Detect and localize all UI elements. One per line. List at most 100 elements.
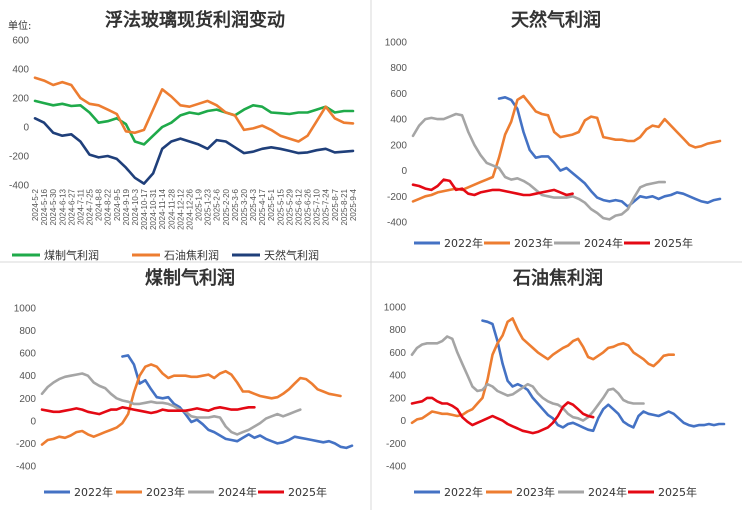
panel1-ytick-1: 400 xyxy=(12,65,29,76)
panel4-ytick-4: 200 xyxy=(389,393,406,404)
panel2-legend-2025: 2025年 xyxy=(654,236,693,250)
panel1-ytick-5: -400 xyxy=(9,181,29,192)
panel3-legend-2025: 2025年 xyxy=(288,485,327,499)
panel1-ytick-4: -200 xyxy=(9,152,29,163)
panel1-xtick-15: 2024-11-28 xyxy=(167,188,176,229)
panel1-xtick-10: 2024-9-19 xyxy=(122,188,131,225)
panel1-title: 浮法玻璃现货利润变动 xyxy=(105,9,285,31)
panel3-ytick-4: 200 xyxy=(19,394,36,405)
panel4-title: 石油焦利润 xyxy=(512,267,603,289)
panel1-xtick-32: 2025-7-24 xyxy=(322,188,331,225)
panel2-legend-2022: 2022年 xyxy=(444,236,483,250)
panel4-series-2 xyxy=(410,335,645,422)
panel3-legend: 2022年 2023年 2024年 2025年 xyxy=(44,485,327,499)
panel3-series-2 xyxy=(40,372,302,436)
panel1-xtick-29: 2025-6-12 xyxy=(294,188,303,225)
panel1-series-1 xyxy=(33,76,355,143)
panel1-xtick-23: 2025-3-20 xyxy=(240,188,249,225)
panel3-legend-2022: 2022年 xyxy=(74,485,113,499)
panel3-series-3 xyxy=(40,406,256,416)
panel2-series-0 xyxy=(497,96,722,208)
panel1-xtick-34: 2025-8-21 xyxy=(340,188,349,225)
panel1-xtick-19: 2025-1-23 xyxy=(204,188,213,225)
panel2-series-1 xyxy=(411,94,722,203)
panel4-y-axis: 1000 800 600 400 200 0 -200 -400 xyxy=(384,303,407,473)
panel2-ytick-7: -400 xyxy=(387,218,407,229)
panel3-series-lines xyxy=(40,354,354,450)
panel3-ytick-3: 400 xyxy=(19,371,36,382)
panel1-xtick-28: 2025-5-29 xyxy=(285,188,294,225)
panel1-series-lines xyxy=(33,76,355,185)
panel2-ytick-3: 400 xyxy=(390,115,407,126)
panel2-series-3 xyxy=(411,178,574,197)
panel1-y-axis: 600 400 200 0 -200 -400 xyxy=(9,36,29,192)
panel1-ytick-2: 200 xyxy=(12,94,29,105)
panel3-series-0 xyxy=(121,354,354,450)
panel3-ytick-0: 1000 xyxy=(14,304,37,315)
panel1-xtick-16: 2024-12-12 xyxy=(176,188,185,229)
panel1-xtick-3: 2024-6-13 xyxy=(58,188,67,225)
panel1-xtick-26: 2025-5-1 xyxy=(267,188,276,221)
panel1-xtick-9: 2024-9-5 xyxy=(113,188,122,221)
panel4-ytick-6: -200 xyxy=(386,439,406,450)
panel1-xtick-20: 2025-2-6 xyxy=(213,188,222,221)
panel2-ytick-6: -200 xyxy=(387,192,407,203)
panel2-legend-2024: 2024年 xyxy=(584,236,623,250)
panel1-xtick-25: 2025-4-17 xyxy=(258,188,267,225)
panel1-xtick-18: 2025-1-9 xyxy=(195,188,204,221)
panel4-series-lines xyxy=(410,317,726,435)
panel1-xtick-7: 2024-8-8 xyxy=(95,188,104,221)
panel4-ytick-2: 600 xyxy=(389,348,406,359)
panel4-legend-2025: 2025年 xyxy=(658,485,697,499)
panel4-legend: 2022年 2023年 2024年 2025年 xyxy=(414,485,697,499)
panel1-xtick-24: 2025-4-3 xyxy=(249,188,258,221)
panel1-xtick-30: 2025-6-26 xyxy=(304,188,313,225)
panel3-ytick-2: 600 xyxy=(19,349,36,360)
panel2-legend: 2022年 2023年 2024年 2025年 xyxy=(414,236,693,250)
panel1-ytick-3: 0 xyxy=(23,123,29,134)
panel1-xtick-33: 2025-8-7 xyxy=(331,188,340,221)
panel3-ytick-7: -400 xyxy=(16,462,36,473)
panel1-xtick-4: 2024-6-27 xyxy=(67,188,76,225)
panel3-legend-2023: 2023年 xyxy=(146,485,185,499)
panel1-xtick-35: 2025-9-4 xyxy=(349,188,358,221)
panel3-series-1 xyxy=(40,363,342,446)
panel3-ytick-5: 0 xyxy=(30,416,36,427)
panel2-ytick-2: 600 xyxy=(390,89,407,100)
panel3-title: 煤制气利润 xyxy=(145,267,235,289)
panel4-ytick-7: -400 xyxy=(386,462,406,473)
panel4-ytick-1: 800 xyxy=(389,325,406,336)
panel1-legend-gas: 天然气利润 xyxy=(264,248,319,262)
panel1-legend-petcoke: 石油焦利润 xyxy=(164,248,219,262)
panel1-xtick-0: 2024-5-2 xyxy=(31,188,40,221)
panel1-series-0 xyxy=(33,99,355,146)
panel2-y-axis: 1000 800 600 400 200 0 -200 -400 xyxy=(385,38,408,229)
panel3-ytick-6: -200 xyxy=(16,439,36,450)
panel4-legend-2022: 2022年 xyxy=(444,485,483,499)
panel1-xtick-11: 2024-10-3 xyxy=(131,188,140,225)
panel1-xtick-17: 2024-12-26 xyxy=(185,188,194,229)
panel1-xtick-1: 2024-5-16 xyxy=(40,188,49,225)
panel1-xtick-13: 2024-10-31 xyxy=(149,188,158,229)
panel4-legend-2024: 2024年 xyxy=(588,485,627,499)
panel1-xtick-22: 2025-3-6 xyxy=(231,188,240,221)
panel2-ytick-1: 800 xyxy=(390,63,407,74)
panel1-legend-coal: 煤制气利润 xyxy=(44,248,99,262)
panel2-series-2 xyxy=(411,112,666,221)
panel1-ytick-0: 600 xyxy=(12,36,29,47)
panel4-series-3 xyxy=(410,396,595,435)
panel4-ytick-0: 1000 xyxy=(384,303,407,314)
panel3-y-axis: 1000 800 600 400 200 0 -200 -400 xyxy=(14,304,37,473)
panel2-ytick-5: 0 xyxy=(401,166,407,177)
panel1-x-axis: 2024-5-2 2024-5-16 2024-5-30 2024-6-13 2024-… xyxy=(31,188,358,229)
panel1-xtick-6: 2024-7-25 xyxy=(86,188,95,225)
panel1-xtick-2: 2024-5-30 xyxy=(49,188,58,225)
panel1-xtick-21: 2025-2-20 xyxy=(222,188,231,225)
panel1-xtick-8: 2024-8-22 xyxy=(104,188,113,225)
panel1-xtick-31: 2025-7-10 xyxy=(313,188,322,225)
panel4-legend-2023: 2023年 xyxy=(516,485,555,499)
panel4-series-1 xyxy=(410,317,675,425)
panel2-series-lines xyxy=(411,94,722,221)
